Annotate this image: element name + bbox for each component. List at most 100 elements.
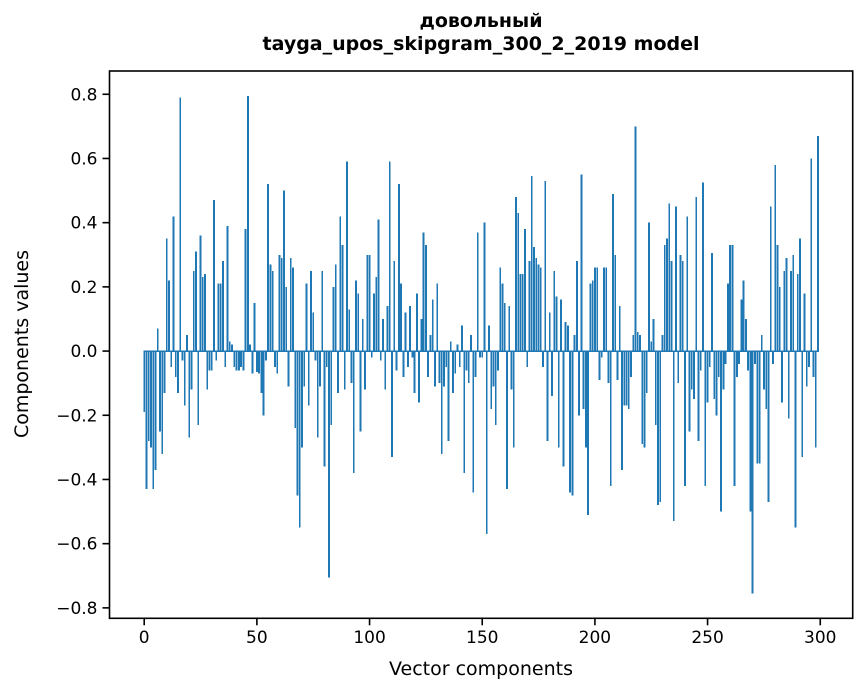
bar [506, 351, 508, 490]
x-tick-label: 150 [466, 628, 498, 648]
bar [544, 180, 547, 352]
bar [679, 254, 682, 352]
bar [553, 270, 556, 352]
bar [670, 261, 673, 352]
bar [213, 200, 215, 352]
bar [600, 351, 603, 358]
bar [289, 257, 292, 352]
bar [253, 302, 256, 352]
bar [794, 351, 797, 528]
bar [152, 351, 155, 490]
y-tick-label: 0.8 [70, 85, 97, 105]
bar [501, 283, 504, 352]
bar [350, 351, 353, 384]
bar [418, 351, 421, 403]
zero-baseline [143, 350, 819, 352]
bar [708, 351, 711, 368]
bar [772, 351, 774, 364]
bar [352, 351, 355, 474]
bar [470, 335, 472, 352]
bar [717, 351, 720, 377]
bar [652, 318, 655, 352]
bar [754, 351, 756, 364]
bar [305, 283, 308, 352]
bar [724, 351, 727, 364]
axes-spines [108, 70, 854, 620]
bar [711, 253, 713, 352]
bar [706, 351, 709, 403]
bar [485, 351, 488, 535]
bar [605, 267, 608, 352]
chart-subtitle: tayga_upos_skipgram_300_2_2019 model [262, 33, 700, 55]
bar [695, 196, 698, 352]
x-tick-label: 50 [246, 628, 268, 648]
bar [726, 283, 729, 352]
bar [738, 351, 741, 364]
bar [749, 351, 752, 512]
bar [330, 351, 333, 425]
bar [406, 351, 409, 368]
bar [217, 283, 220, 352]
bar [767, 351, 770, 502]
bar [783, 270, 786, 352]
bar [434, 351, 436, 387]
bar [587, 351, 590, 515]
bar [147, 351, 150, 441]
bar [566, 325, 569, 352]
bar [226, 225, 229, 352]
bar [763, 351, 765, 390]
bar [537, 264, 540, 352]
bar [801, 351, 804, 457]
bar [375, 277, 378, 352]
bar [503, 302, 506, 352]
bar [237, 351, 240, 371]
bar [803, 293, 806, 352]
bar [756, 351, 759, 464]
bar [366, 254, 369, 352]
bar [334, 264, 337, 352]
bar [231, 344, 233, 352]
x-tick-label: 200 [579, 628, 611, 648]
bar [359, 351, 362, 432]
bar [512, 351, 515, 448]
bar [623, 351, 626, 406]
bar [278, 254, 281, 352]
bar [776, 245, 779, 352]
bar [467, 351, 470, 384]
bar [294, 351, 297, 429]
bar [555, 296, 558, 352]
y-axis: −0.8 −0.6 −0.4 −0.2 0.0 0.2 0.4 0.6 0.8 [56, 85, 110, 619]
bar [632, 335, 635, 352]
bar [686, 216, 689, 352]
bar [584, 351, 587, 448]
bar [645, 351, 648, 393]
bar [636, 331, 639, 352]
bar [436, 283, 439, 352]
bar [341, 245, 344, 352]
bar [391, 351, 393, 457]
bar [589, 283, 592, 352]
bar [765, 351, 768, 409]
bar [269, 264, 272, 352]
bar [546, 351, 549, 441]
bar [150, 351, 152, 448]
bar [472, 351, 475, 493]
bar [533, 246, 535, 352]
bar [465, 351, 468, 371]
bar [497, 351, 499, 371]
bar [177, 351, 179, 393]
bar [720, 351, 722, 512]
bar [713, 351, 716, 400]
bar [195, 251, 197, 352]
bar [222, 261, 224, 352]
chart-title: довольный [419, 10, 543, 32]
bar [799, 238, 801, 352]
bar [688, 351, 691, 432]
bar [170, 351, 173, 368]
bar [733, 351, 736, 486]
bar [551, 351, 553, 397]
bar [429, 335, 432, 352]
bar [704, 351, 707, 486]
bar [319, 351, 321, 387]
bar [548, 312, 551, 352]
